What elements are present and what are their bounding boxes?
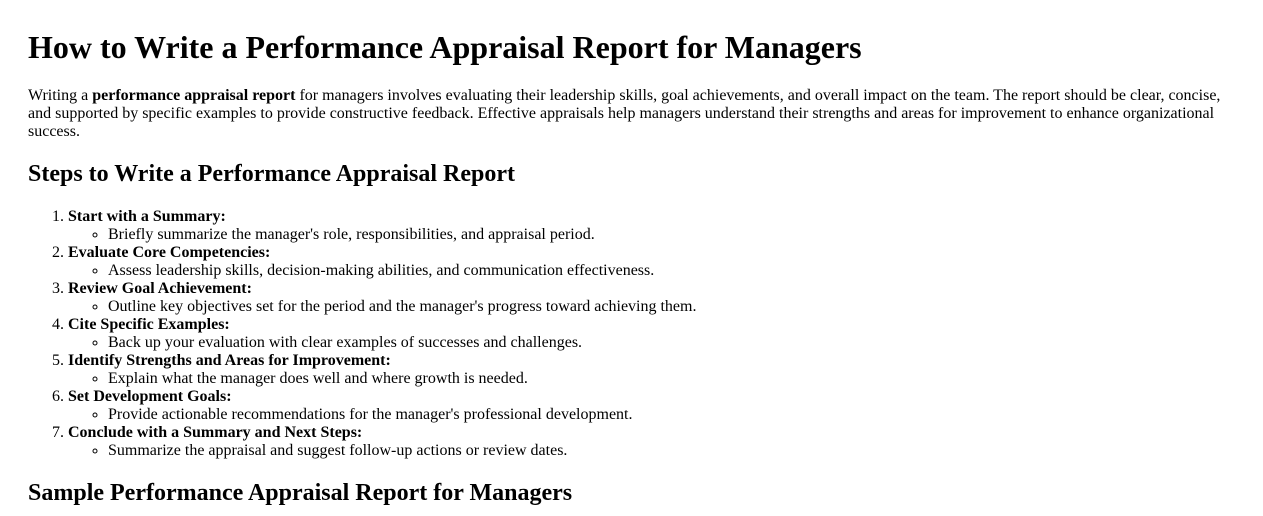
intro-text-prefix: Writing a [28,87,93,104]
step-title: Evaluate Core Competencies: [68,244,271,261]
page-title: How to Write a Performance Appraisal Rep… [28,29,862,65]
step-detail: Assess leadership skills, decision-makin… [108,262,1235,280]
step-detail: Provide actionable recommendations for t… [108,406,1235,424]
step-title: Start with a Summary: [68,208,226,225]
step-title: Cite Specific Examples: [68,316,230,333]
step-item: Set Development Goals: Provide actionabl… [68,388,1235,424]
step-detail: Summarize the appraisal and suggest foll… [108,442,1235,460]
step-title: Review Goal Achievement: [68,280,252,297]
intro-text-suffix: for managers involves evaluating their l… [28,87,1221,140]
step-title: Conclude with a Summary and Next Steps: [68,424,363,441]
step-detail: Back up your evaluation with clear examp… [108,334,1235,352]
step-title: Identify Strengths and Areas for Improve… [68,352,391,369]
steps-heading: Steps to Write a Performance Appraisal R… [28,161,516,187]
step-item: Start with a Summary: Briefly summarize … [68,208,1235,244]
step-detail: Outline key objectives set for the perio… [108,298,1235,316]
step-item: Identify Strengths and Areas for Improve… [68,352,1235,388]
intro-bold-term: performance appraisal report [92,87,296,104]
step-detail: Explain what the manager does well and w… [108,370,1235,388]
steps-list: Start with a Summary: Briefly summarize … [28,208,1235,460]
intro-paragraph: Writing a performance appraisal report f… [28,87,1235,141]
step-item: Review Goal Achievement: Outline key obj… [68,280,1235,316]
sample-heading: Sample Performance Appraisal Report for … [28,480,573,506]
step-title: Set Development Goals: [68,388,232,405]
step-item: Cite Specific Examples: Back up your eva… [68,316,1235,352]
article: How to Write a Performance Appraisal Rep… [28,8,1235,508]
step-item: Conclude with a Summary and Next Steps: … [68,424,1235,460]
step-detail: Briefly summarize the manager's role, re… [108,226,1235,244]
step-item: Evaluate Core Competencies: Assess leade… [68,244,1235,280]
